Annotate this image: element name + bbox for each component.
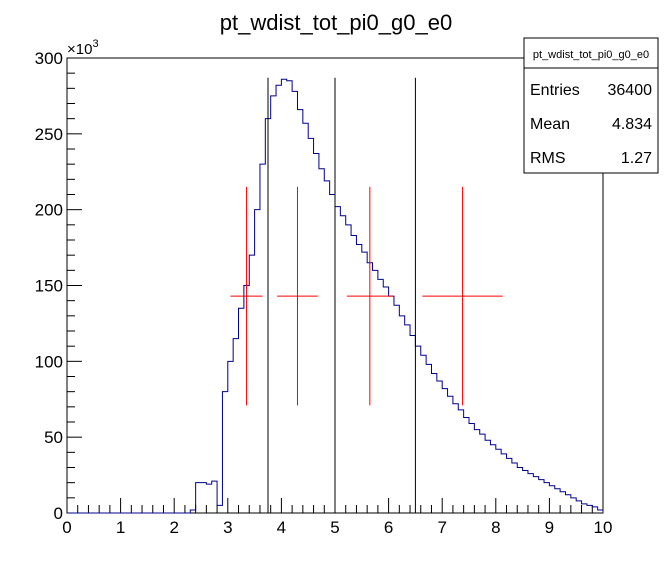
y-tick-label: 250 [35,125,63,144]
y-tick-label: 200 [35,201,63,220]
y-tick-label: 0 [54,504,63,523]
x-tick-label: 1 [116,518,125,537]
x-tick-label: 0 [62,518,71,537]
x-tick-label: 10 [594,518,613,537]
y-axis: 0 50 100 150 200 250 300 [35,49,82,523]
stats-mean-value: 4.834 [612,116,652,133]
x-tick-label: 4 [277,518,286,537]
x-tick-label: 3 [223,518,232,537]
histogram-line [67,78,604,514]
chart-title: pt_wdist_tot_pi0_g0_e0 [220,10,452,35]
x-tick-label: 8 [491,518,500,537]
x-axis: 0 1 2 3 4 5 6 7 8 9 10 [62,498,612,537]
y-multiplier-label: ×103 [67,38,99,58]
y-multiplier-exponent: 3 [92,38,98,50]
stats-box-frame [523,37,659,174]
stats-rms-label: RMS [530,150,566,167]
histogram-series [67,78,604,514]
stats-box: pt_wdist_tot_pi0_g0_e0 Entries 36400 Mea… [523,37,659,174]
stats-mean-label: Mean [530,116,570,133]
stats-entries-value: 36400 [608,82,653,99]
y-tick-label: 300 [35,49,63,68]
y-multiplier-base: ×10 [67,41,92,58]
y-tick-label: 150 [35,277,63,296]
red-cross [346,186,393,406]
stats-entries-label: Entries [530,82,580,99]
x-tick-label: 2 [169,518,178,537]
x-tick-label: 6 [384,518,393,537]
red-cross [230,186,263,406]
stats-rms-value: 1.27 [621,150,652,167]
stats-box-title: pt_wdist_tot_pi0_g0_e0 [533,49,649,61]
y-tick-label: 100 [35,352,63,371]
red-cross [277,186,318,406]
vertical-lines [267,77,416,513]
y-tick-label: 50 [44,428,63,447]
x-tick-label: 9 [545,518,554,537]
x-tick-label: 5 [330,518,339,537]
red-cross [422,186,503,406]
x-tick-label: 7 [437,518,446,537]
red-crosses [230,186,503,406]
